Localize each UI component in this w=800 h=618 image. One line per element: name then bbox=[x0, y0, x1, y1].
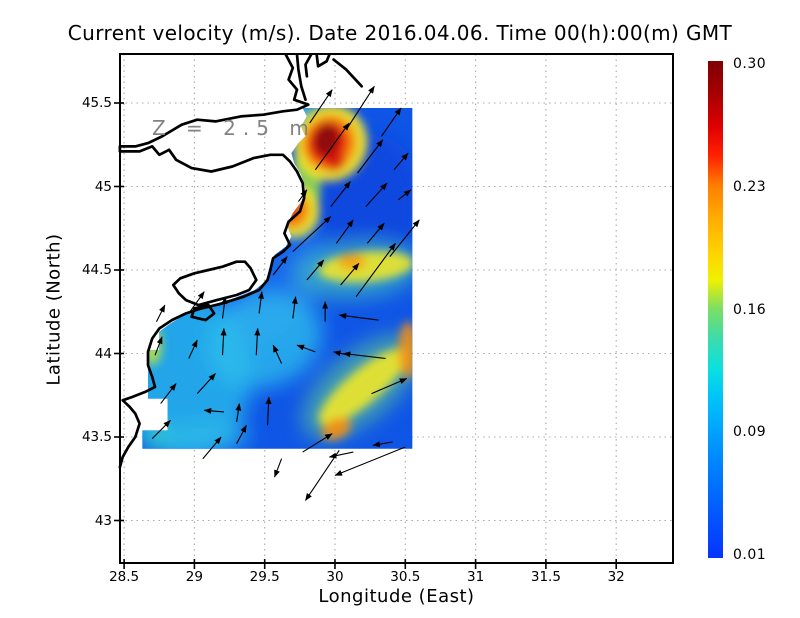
y-tick-label: 44 bbox=[94, 345, 112, 362]
velocity-arrow bbox=[335, 219, 354, 244]
coast-lagoon-sinoe bbox=[190, 303, 216, 322]
velocity-arrow bbox=[338, 312, 379, 321]
speed-feature-hotspot2-red-core bbox=[277, 196, 300, 220]
velocity-arrow bbox=[258, 291, 264, 314]
coast-delta-channel bbox=[295, 53, 307, 102]
speed-feature-hotspot1-darkred-core bbox=[313, 123, 340, 157]
velocity-arrow bbox=[309, 89, 333, 124]
velocity-arrow bbox=[305, 450, 340, 501]
speed-feature-mid-band-orange-spot bbox=[337, 253, 366, 270]
velocity-arrow bbox=[365, 182, 388, 207]
x-tick-label: 31.5 bbox=[530, 569, 561, 585]
velocity-arrow bbox=[296, 344, 316, 353]
x-tick-label: 29 bbox=[185, 569, 203, 585]
velocity-arrow bbox=[357, 139, 384, 174]
velocity-arrow bbox=[154, 336, 163, 356]
velocity-arrow bbox=[274, 458, 283, 478]
x-tick-label: 30.5 bbox=[390, 569, 421, 585]
coast-lagoon-razelm bbox=[171, 260, 258, 307]
plot-frame bbox=[119, 53, 674, 564]
velocity-arrow bbox=[314, 122, 350, 171]
colorbar bbox=[708, 61, 723, 558]
y-tick-label: 44.5 bbox=[81, 262, 112, 278]
colorbar-tick-label: 0.09 bbox=[733, 424, 767, 441]
coast-island-1 bbox=[304, 53, 313, 78]
velocity-arrow bbox=[345, 85, 375, 131]
velocity-arrow bbox=[371, 378, 408, 395]
colorbar-tick-label: 0.16 bbox=[733, 301, 767, 318]
coast-northeast-shore bbox=[332, 58, 364, 88]
speed-feature-east-edge-orange bbox=[398, 321, 413, 379]
velocity-arrow bbox=[330, 181, 351, 207]
speed-feature-teal-corner bbox=[142, 423, 172, 449]
velocity-arrow bbox=[291, 296, 298, 319]
velocity-arrow bbox=[355, 242, 396, 298]
velocity-arrow bbox=[203, 407, 224, 414]
velocity-arrow bbox=[272, 256, 288, 276]
x-tick-label: 31 bbox=[467, 569, 485, 585]
x-tick-label: 30 bbox=[326, 569, 344, 585]
colorbar-tick-label: 0.30 bbox=[733, 56, 767, 72]
velocity-arrow bbox=[380, 107, 402, 137]
colorbar-tick-label: 0.23 bbox=[733, 178, 767, 195]
velocity-arrow bbox=[188, 339, 198, 359]
velocity-arrow bbox=[155, 304, 166, 323]
velocity-arrow bbox=[366, 222, 385, 244]
velocity-arrow bbox=[328, 451, 354, 459]
velocity-arrow bbox=[372, 441, 393, 448]
velocity-arrow bbox=[235, 403, 242, 423]
velocity-arrow bbox=[306, 259, 325, 281]
coast-island-2 bbox=[315, 53, 331, 68]
velocity-arrow bbox=[151, 419, 171, 440]
x-tick-label: 28.5 bbox=[109, 569, 140, 585]
speed-feature-hotspot1-south-ext bbox=[325, 151, 345, 172]
velocity-arrow bbox=[297, 189, 308, 202]
velocity-arrow bbox=[397, 189, 412, 201]
x-tick-label: 32 bbox=[607, 569, 625, 585]
velocity-arrow bbox=[160, 383, 177, 404]
x-tick-label: 29.5 bbox=[249, 569, 280, 585]
x-axis-title: Longitude (East) bbox=[318, 586, 475, 607]
depth-annotation: Z = 2.5 m bbox=[152, 116, 316, 140]
velocity-arrow bbox=[272, 344, 283, 364]
velocity-arrow bbox=[342, 351, 386, 360]
y-tick-label: 43 bbox=[94, 512, 112, 529]
velocity-arrow bbox=[334, 446, 406, 476]
figure-title: Current velocity (m/s). Date 2016.04.06.… bbox=[67, 21, 733, 45]
velocity-arrow bbox=[236, 424, 247, 444]
velocity-arrow bbox=[221, 296, 228, 319]
velocity-arrow bbox=[340, 262, 360, 286]
velocity-arrow bbox=[393, 152, 409, 171]
velocity-arrow bbox=[202, 436, 222, 460]
velocity-arrow bbox=[292, 216, 332, 253]
velocity-arrow bbox=[196, 373, 216, 394]
y-tick-label: 45.5 bbox=[81, 95, 112, 111]
speed-feature-green-coast-patch-2 bbox=[148, 290, 163, 317]
y-tick-label: 45 bbox=[94, 178, 112, 195]
y-tick-label: 43.5 bbox=[81, 429, 112, 445]
velocity-arrow bbox=[265, 396, 272, 426]
velocity-arrow bbox=[188, 291, 205, 314]
speed-feature-diag-yellow-band bbox=[318, 348, 408, 426]
current-vectors bbox=[151, 85, 420, 501]
velocity-arrow bbox=[302, 433, 333, 453]
speed-feature-cyan-bottom-edge bbox=[166, 420, 251, 449]
coastline bbox=[118, 53, 364, 469]
velocity-arrow bbox=[220, 327, 227, 356]
velocity-arrow bbox=[254, 327, 261, 356]
coast-main-coast bbox=[118, 53, 310, 469]
colorbar-tick-label: 0.01 bbox=[733, 547, 767, 563]
